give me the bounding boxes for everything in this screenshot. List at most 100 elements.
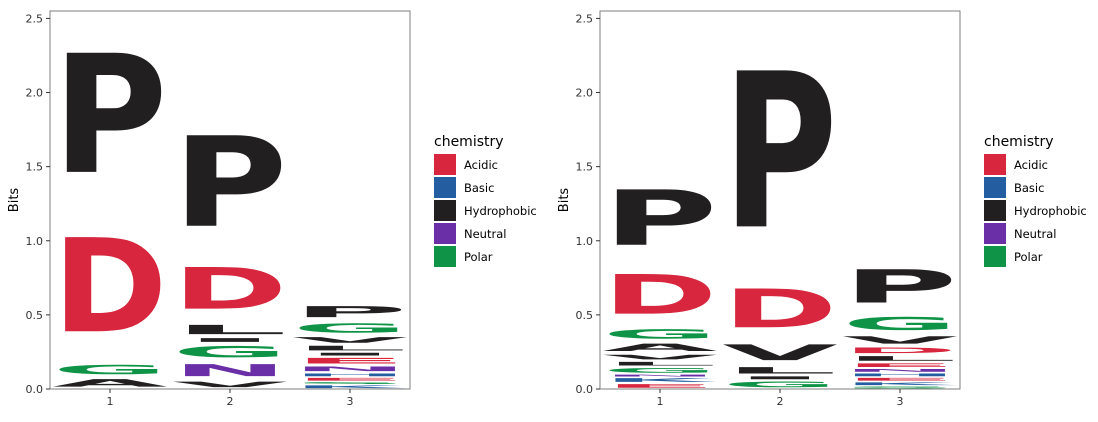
x-tick-label: 1 <box>107 395 114 408</box>
logo-letter-g: G <box>602 367 717 374</box>
y-tick-label: 0.0 <box>576 383 594 396</box>
legend-swatch-basic <box>434 177 456 198</box>
logo-letter-p: P <box>292 303 407 321</box>
logo-letter-p: P <box>842 261 957 314</box>
legend: chemistry Acidic Basic Hydrophobic Neutral Po… <box>984 134 1087 267</box>
logo-letter-n: N <box>172 361 287 380</box>
x-tick-label: 3 <box>897 395 904 408</box>
legend-label: Acidic <box>1014 158 1048 172</box>
legend-label: Polar <box>1014 250 1043 264</box>
y-axis-title: Bits <box>557 188 572 213</box>
logo-letter-n: N <box>602 374 717 377</box>
logo-letter-g: G <box>842 313 957 334</box>
logo-letter-e: E <box>602 383 717 389</box>
logo-letter-v: V <box>842 334 958 346</box>
logo-letter-h: H <box>842 373 957 377</box>
logo-letter-l: L <box>292 345 407 352</box>
logo-letter-e: E <box>292 356 407 365</box>
logo-letter-p: P <box>172 112 287 256</box>
legend-label: Hydrophobic <box>464 204 537 218</box>
y-tick-label: 2.0 <box>26 87 44 100</box>
x-tick-label: 1 <box>657 395 664 408</box>
legend-label: Acidic <box>464 158 498 172</box>
logo-letter-d: D <box>52 212 167 362</box>
logo-letter-g: G <box>602 327 717 342</box>
logo-letter-k: K <box>292 385 407 389</box>
logo-letter-a: A <box>602 342 718 354</box>
x-tick-label: 3 <box>347 395 354 408</box>
legend-swatch-acidic <box>434 154 456 175</box>
logo-letter-v: V <box>602 353 717 360</box>
legend-swatch-hydrophobic <box>984 200 1006 221</box>
legend-swatch-hydrophobic <box>434 200 456 221</box>
y-tick-label: 1.0 <box>26 235 44 248</box>
y-tick-label: 2.0 <box>576 87 594 100</box>
logo-letter-i: I <box>722 376 837 380</box>
legend-title: chemistry <box>984 134 1054 150</box>
y-axis-title: Bits <box>7 188 22 213</box>
logo-letter-v: V <box>722 340 837 365</box>
legend-label: Polar <box>464 250 493 264</box>
legend-swatch-neutral <box>434 223 456 244</box>
logo-letter-p: P <box>602 175 717 264</box>
logo-letter-g: G <box>172 343 287 361</box>
legend-swatch-basic <box>984 177 1006 198</box>
legend: chemistry Acidic Basic Hydrophobic Neutral Po… <box>434 134 537 267</box>
y-tick-label: 0.5 <box>26 309 44 322</box>
x-tick-label: 2 <box>777 395 784 408</box>
legend-label: Basic <box>1014 181 1044 195</box>
x-tick-label: 2 <box>227 395 234 408</box>
logo-letter-n: N <box>842 368 957 372</box>
logo-letter-g: G <box>722 380 837 389</box>
legend-swatch-polar <box>434 246 456 267</box>
legend-swatch-acidic <box>984 154 1006 175</box>
y-tick-label: 1.5 <box>576 161 594 174</box>
y-tick-label: 0.0 <box>26 383 44 396</box>
logo-letter-p: P <box>722 29 837 278</box>
y-tick-label: 1.5 <box>26 161 44 174</box>
logo-letter-k: K <box>602 377 718 383</box>
legend-label: Basic <box>464 181 494 195</box>
logo-letter-n: N <box>292 365 407 372</box>
y-tick-label: 1.0 <box>576 235 594 248</box>
logo-letter-g: G <box>292 321 407 336</box>
legend-label: Neutral <box>1014 227 1056 241</box>
plot-panel <box>49 10 411 390</box>
logo-letter-h: H <box>292 373 407 377</box>
logo-letter-l: L <box>722 365 837 375</box>
logo-letter-l: L <box>842 355 957 362</box>
logo-letter-a: A <box>52 377 168 389</box>
plot-panel <box>599 10 961 390</box>
y-tick-label: 0.5 <box>576 309 594 322</box>
logo-letter-d: D <box>172 256 287 322</box>
y-tick-label: 2.5 <box>576 12 594 25</box>
logo-letter-l: L <box>172 322 287 337</box>
legend-swatch-neutral <box>984 223 1006 244</box>
logo-letter-e: E <box>842 362 957 368</box>
logo-letter-e: E <box>842 377 957 381</box>
logo-letter-k: K <box>842 382 957 386</box>
logo-letter-p: P <box>52 20 167 211</box>
logo-letter-s: S <box>292 382 407 385</box>
logo-letter-d: D <box>842 346 957 355</box>
logo-letter-l: L <box>602 361 717 367</box>
logo-letter-g: G <box>52 363 167 378</box>
legend-swatch-polar <box>984 246 1006 267</box>
logo-letter-v: V <box>172 380 288 389</box>
logo-letter-v: V <box>292 336 408 345</box>
logo-letter-i: I <box>292 352 407 356</box>
logo-letter-e: E <box>292 377 407 381</box>
legend-label: Hydrophobic <box>1014 204 1087 218</box>
legend-label: Neutral <box>464 227 506 241</box>
y-tick-label: 2.5 <box>26 12 44 25</box>
logo-letter-d: D <box>722 278 837 340</box>
logo-letter-i: I <box>172 337 287 343</box>
